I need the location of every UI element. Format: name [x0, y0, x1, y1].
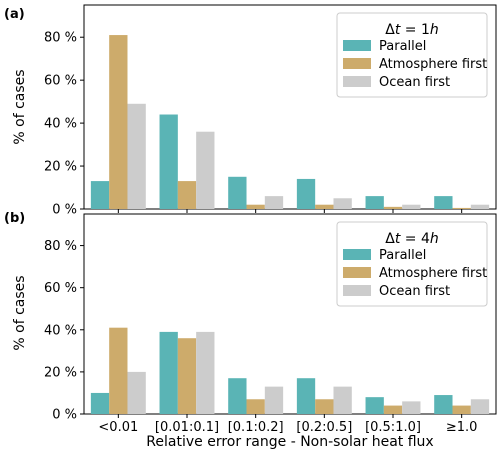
bar-parallel — [365, 196, 384, 209]
bar-atmosphere-first — [452, 207, 471, 209]
panel-b-label: (b) — [4, 211, 25, 226]
bar-atmosphere-first — [177, 181, 197, 209]
panel-a-bars — [90, 35, 490, 209]
legend-entry: Ocean first — [379, 284, 450, 299]
bar-ocean-first — [127, 103, 146, 209]
legend-swatch — [343, 249, 371, 260]
legend-swatch — [343, 76, 371, 87]
xtick-label: <0.01 — [98, 420, 138, 435]
bar-ocean-first — [196, 331, 215, 414]
panel-b-yticks: 0 % 20 % 40 % 60 % 80 % — [44, 239, 84, 423]
bar-ocean-first — [333, 198, 352, 209]
panel-b-ylabel: % of cases — [12, 275, 28, 350]
panel-a-legend: Δt = 1h Parallel Atmosphere first Ocean fi… — [336, 12, 488, 98]
panel-a-label: (a) — [4, 7, 25, 22]
legend-entry: Parallel — [379, 248, 426, 263]
bar-atmosphere-first — [452, 405, 471, 414]
panel-b-legend-title: Δt = 4h — [385, 231, 439, 247]
bar-ocean-first — [402, 401, 421, 414]
panel-b: (b) % of cases 0 % 20 % 40 % 60 % 80 % <0.01… — [4, 211, 497, 435]
x-axis-label: Relative error range - Non-solar heat fl… — [146, 434, 433, 450]
panel-b-xtick-labels: <0.01 [0.01:0.1] [0.1:0.2] [0.2:0.5] [0.5:1.… — [98, 420, 477, 435]
ytick-label: 60 % — [44, 281, 77, 296]
xtick-label: [0.5:1.0] — [365, 420, 421, 435]
legend-entry: Ocean first — [379, 75, 450, 90]
bar-parallel — [159, 114, 178, 209]
bar-ocean-first — [264, 196, 284, 209]
panel-b-xtick-marks — [117, 414, 463, 418]
bar-parallel — [159, 331, 178, 414]
panel-a-yticks: 0 % 20 % 40 % 60 % 80 % — [44, 31, 84, 218]
legend-swatch — [343, 285, 371, 296]
ytick-label: 20 % — [44, 365, 77, 380]
bar-atmosphere-first — [383, 405, 403, 414]
bar-ocean-first — [127, 371, 146, 414]
panel-b-bars — [90, 327, 490, 414]
xtick-label: ≥1.0 — [446, 420, 478, 435]
bar-atmosphere-first — [315, 204, 334, 209]
bar-atmosphere-first — [109, 327, 128, 414]
xtick-label: [0.1:0.2] — [228, 420, 284, 435]
bar-parallel — [228, 378, 247, 414]
legend-swatch — [343, 267, 371, 278]
bar-ocean-first — [402, 204, 421, 209]
bar-parallel — [228, 176, 247, 209]
bar-parallel — [365, 397, 384, 414]
bar-parallel — [434, 395, 453, 414]
panel-a: (a) % of cases 0 % 20 % 40 % 60 % 80 % Δt = … — [4, 4, 497, 218]
panel-a-legend-title: Δt = 1h — [385, 22, 439, 38]
ytick-label: 80 % — [44, 239, 77, 254]
bar-ocean-first — [264, 386, 284, 414]
xtick-label: [0.2:0.5] — [296, 420, 352, 435]
panel-a-xtick-marks — [117, 209, 463, 213]
legend-entry: Atmosphere first — [379, 57, 487, 72]
ytick-label: 60 % — [44, 74, 77, 89]
ytick-label: 40 % — [44, 323, 77, 338]
bar-atmosphere-first — [109, 35, 128, 209]
bar-atmosphere-first — [246, 399, 265, 414]
ytick-label: 0 % — [52, 203, 77, 218]
panel-a-legend-box — [336, 12, 488, 98]
panel-b-legend-box — [336, 221, 488, 307]
panel-a-ylabel: % of cases — [12, 69, 28, 144]
legend-swatch — [343, 58, 371, 69]
xtick-label: [0.01:0.1] — [155, 420, 219, 435]
bar-ocean-first — [196, 131, 215, 209]
legend-entry: Atmosphere first — [379, 266, 487, 281]
bar-parallel — [90, 181, 110, 209]
bar-atmosphere-first — [246, 204, 265, 209]
bar-parallel — [296, 378, 316, 414]
legend-swatch — [343, 40, 371, 51]
ytick-label: 0 % — [52, 408, 77, 423]
ytick-label: 20 % — [44, 160, 77, 175]
ytick-label: 40 % — [44, 117, 77, 132]
bar-atmosphere-first — [383, 206, 403, 209]
legend-entry: Parallel — [379, 39, 426, 54]
bar-ocean-first — [333, 386, 352, 414]
bar-parallel — [434, 196, 453, 209]
bar-parallel — [90, 392, 110, 414]
bar-parallel — [296, 178, 316, 209]
panel-a-frame — [83, 4, 497, 210]
bar-atmosphere-first — [315, 399, 334, 414]
bar-ocean-first — [470, 399, 490, 414]
ytick-label: 80 % — [44, 31, 77, 46]
panel-b-legend: Δt = 4h Parallel Atmosphere first Ocean fi… — [336, 221, 488, 307]
bar-atmosphere-first — [177, 338, 197, 414]
bar-ocean-first — [470, 204, 490, 209]
panel-b-frame — [83, 213, 497, 415]
